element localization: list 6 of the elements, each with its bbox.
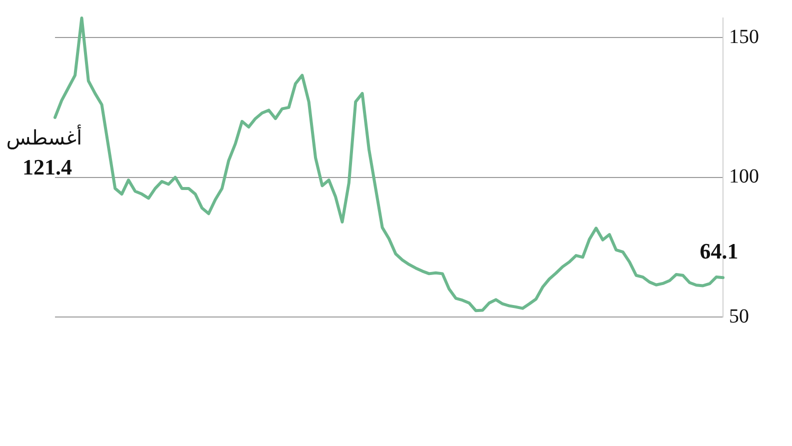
data-label: 64.1 xyxy=(700,238,738,264)
y-tick-label: 150 xyxy=(729,26,759,48)
data-label: 121.4 xyxy=(22,154,72,180)
annotation: أغسطس xyxy=(6,124,82,150)
y-tick-label: 100 xyxy=(729,166,759,188)
y-tick-label: 50 xyxy=(729,305,749,328)
